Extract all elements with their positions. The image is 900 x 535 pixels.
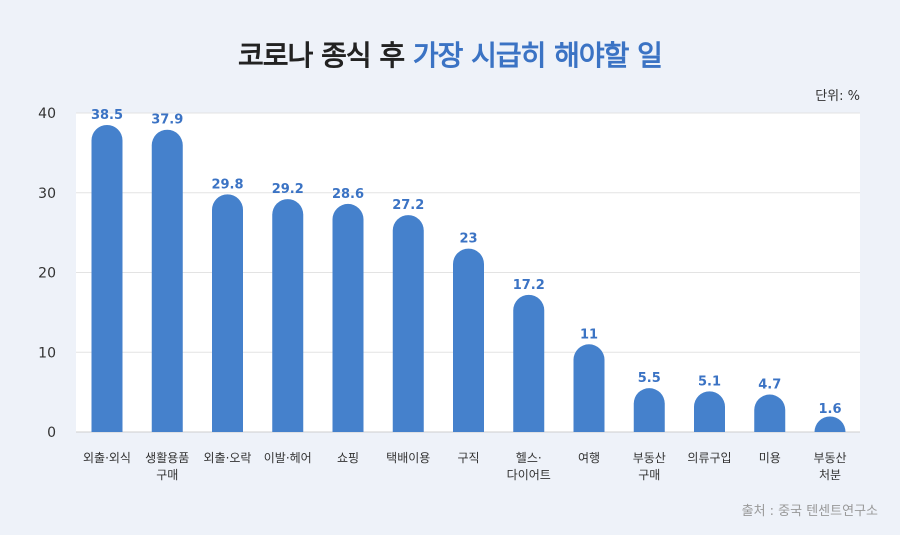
chart-title-main: 코로나 종식 후 [238, 39, 413, 72]
bar-value-label: 17.2 [513, 278, 545, 293]
bar [91, 124, 123, 433]
x-tick-label: 외출·오락 [204, 451, 252, 465]
x-tick-label: 구직 [457, 451, 479, 465]
x-tick-label: 부동산 [813, 451, 846, 465]
x-tick-label: 미용 [759, 451, 781, 465]
bar-value-label: 11 [580, 327, 598, 342]
x-tick-label: 외출·외식 [83, 451, 131, 465]
bar-value-label: 23 [459, 232, 477, 247]
chart-title-accent: 가장 시급히 해야할 일 [412, 39, 663, 72]
y-tick-label: 40 [38, 106, 56, 122]
x-tick-label: 부동산 [633, 451, 666, 465]
x-tick-label: 택배이용 [386, 451, 430, 465]
bar [392, 215, 424, 432]
bar [814, 416, 846, 432]
x-tick-label: 구매 [156, 468, 178, 482]
y-tick-label: 0 [47, 425, 56, 441]
bar-value-label: 29.2 [272, 182, 304, 197]
chart-title: 코로나 종식 후 가장 시급히 해야할 일 [0, 34, 900, 74]
bar [694, 391, 725, 432]
unit-label: 단위: % [815, 89, 860, 104]
bar-value-label: 27.2 [392, 198, 424, 213]
bar [453, 248, 484, 432]
x-tick-label: 구매 [638, 468, 660, 482]
x-tick-label: 생활용품 [145, 451, 189, 465]
bar [272, 199, 304, 432]
bar [212, 194, 243, 432]
y-tick-label: 10 [38, 345, 56, 361]
y-tick-label: 30 [38, 186, 56, 202]
bar [573, 344, 605, 432]
x-tick-label: 다이어트 [507, 468, 551, 482]
x-tick-label: 쇼핑 [337, 451, 359, 465]
bar-value-label: 5.1 [698, 374, 721, 389]
bar [332, 203, 364, 432]
bar-value-label: 1.6 [818, 402, 841, 417]
bar-value-label: 5.5 [638, 371, 661, 386]
x-tick-label: 이발·헤어 [264, 451, 312, 465]
source-note: 출처 : 중국 텐센트연구소 [741, 504, 878, 519]
bar-value-label: 28.6 [332, 187, 364, 202]
bar [633, 388, 665, 432]
bar [754, 394, 786, 432]
bar [151, 129, 183, 432]
x-tick-label: 여행 [578, 450, 600, 465]
y-tick-label: 20 [38, 266, 56, 282]
bar-value-label: 38.5 [91, 108, 123, 123]
x-tick-label: 헬스· [516, 451, 542, 465]
x-tick-label: 처분 [819, 468, 841, 482]
x-tick-label: 의류구입 [687, 451, 731, 465]
bar [513, 294, 545, 432]
bar-value-label: 4.7 [758, 378, 781, 393]
bar-value-label: 37.9 [151, 113, 183, 128]
bar-value-label: 29.8 [211, 177, 243, 192]
